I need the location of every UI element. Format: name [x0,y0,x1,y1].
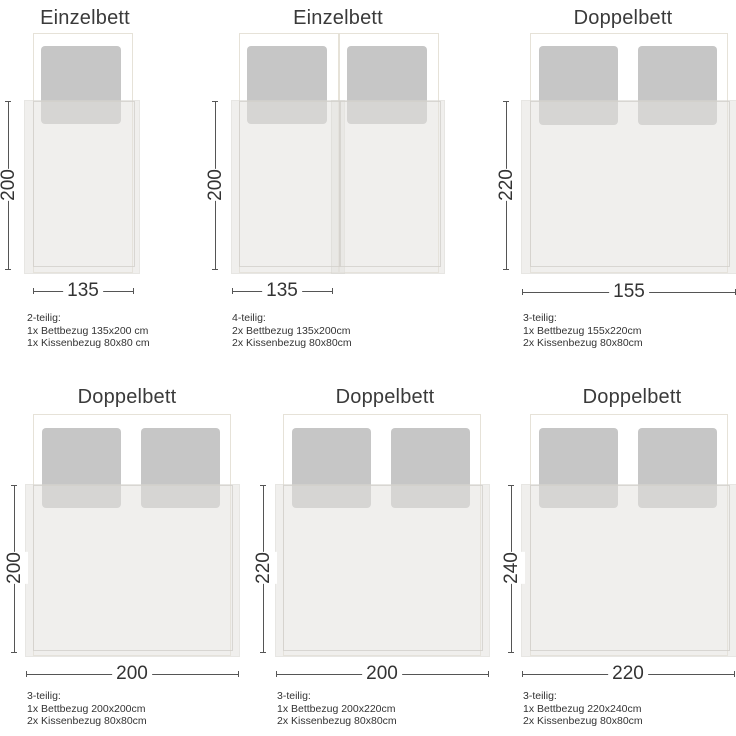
duvet-outline [239,101,341,267]
dimension-tick [26,671,27,677]
duvet [25,101,139,273]
height-label: 220 [494,169,520,201]
height-label: 200 [2,552,28,584]
set-item-2: 2x Kissenbezug 80x80cm [277,715,397,727]
width-label: 220 [608,663,648,685]
set-item-2: 2x Kissenbezug 80x80cm [27,715,147,727]
dimension-tick [522,671,523,677]
dimension-tick [11,485,17,486]
duvet [26,485,239,656]
set-item-1: 1x Bettbezug 220x240cm [523,702,642,715]
bed-title: Doppelbett [335,386,435,408]
set-type: 3-teilig: [523,690,557,702]
width-label: 200 [112,663,152,685]
duvet [522,485,736,656]
bed-title: Doppelbett [77,386,177,408]
dimension-tick [212,269,218,270]
set-item-2: 2x Kissenbezug 80x80cm [523,337,643,349]
set-type: 4-teilig: [232,312,266,324]
dimension-tick [11,652,17,653]
set-item-2: 2x Kissenbezug 80x80cm [232,337,352,349]
set-item-1: 2x Bettbezug 135x200cm [232,324,351,337]
width-label: 135 [262,280,302,302]
duvet-outline [33,485,233,651]
duvet-outline [530,485,730,651]
dimension-tick [503,101,509,102]
set-item-1: 1x Bettbezug 155x220cm [523,324,642,337]
set-type: 2-teilig: [27,312,61,324]
set-type: 3-teilig: [27,690,61,702]
dimension-tick [5,101,11,102]
dimension-tick [503,269,509,270]
bed-title: Einzelbett [40,7,130,29]
height-label: 240 [499,552,525,584]
dimension-tick [332,288,333,294]
dimension-tick [522,289,523,295]
dimension-tick [33,288,34,294]
bed-title: Doppelbett [573,7,673,29]
set-description: 3-teilig: 1x Bettbezug 155x220cm 2x Kiss… [523,312,643,350]
set-type: 3-teilig: [277,690,311,702]
duvet [276,485,489,656]
set-item-1: 1x Bettbezug 135x200 cm [27,324,149,337]
duvet [332,101,444,273]
dimension-tick [260,485,266,486]
dimension-tick [508,652,514,653]
width-label: 155 [609,281,649,303]
set-item-1: 1x Bettbezug 200x200cm [27,702,146,715]
dimension-tick [734,671,735,677]
bed-title: Einzelbett [293,7,383,29]
set-item-2: 1x Kissenbezug 80x80 cm [27,337,150,349]
width-label: 200 [362,663,402,685]
dimension-tick [212,101,218,102]
duvet [232,101,344,273]
dimension-tick [232,288,233,294]
dimension-tick [276,671,277,677]
set-item-1: 1x Bettbezug 200x220cm [277,702,396,715]
dimension-tick [133,288,134,294]
set-type: 3-teilig: [523,312,557,324]
dimension-tick [260,652,266,653]
height-label: 220 [251,552,277,584]
dimension-tick [508,485,514,486]
set-item-2: 2x Kissenbezug 80x80cm [523,715,643,727]
duvet-outline [530,101,730,267]
set-description: 3-teilig: 1x Bettbezug 200x220cm 2x Kiss… [277,690,397,728]
bed-title: Doppelbett [582,386,682,408]
dimension-tick [488,671,489,677]
dimension-tick [5,269,11,270]
duvet-outline [283,485,483,651]
set-description: 3-teilig: 1x Bettbezug 200x200cm 2x Kiss… [27,690,147,728]
height-label: 200 [0,169,22,201]
set-description: 4-teilig: 2x Bettbezug 135x200cm 2x Kiss… [232,312,352,350]
set-description: 2-teilig: 1x Bettbezug 135x200 cm 1x Kis… [27,312,150,350]
height-label: 200 [203,169,229,201]
duvet-outline [339,101,441,267]
duvet-outline [33,101,135,267]
set-description: 3-teilig: 1x Bettbezug 220x240cm 2x Kiss… [523,690,643,728]
duvet [522,101,736,273]
dimension-tick [238,671,239,677]
width-label: 135 [63,280,103,302]
